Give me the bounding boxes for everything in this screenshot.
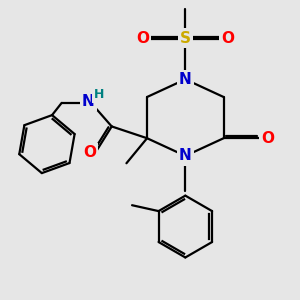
Text: N: N	[82, 94, 94, 109]
Text: O: O	[261, 131, 274, 146]
Text: H: H	[94, 88, 104, 101]
Text: O: O	[136, 31, 149, 46]
Text: O: O	[221, 31, 235, 46]
Text: S: S	[180, 31, 191, 46]
Text: N: N	[179, 148, 192, 164]
Text: N: N	[179, 72, 192, 87]
Text: O: O	[83, 146, 96, 160]
